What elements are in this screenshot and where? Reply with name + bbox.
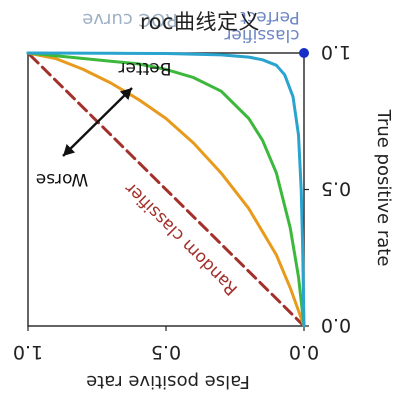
perfect-classifier-point [299, 48, 309, 58]
series-line-1 [26, 51, 306, 328]
better-arrowhead [119, 88, 132, 100]
random-classifier-label: Random classifier [121, 178, 242, 299]
y-tick-label: 0.0 [321, 314, 351, 336]
y-tick-label: 0.5 [321, 178, 351, 200]
worse-label: Worse [36, 169, 89, 189]
perfect-classifier-label-2: classifier [224, 25, 299, 45]
series-line-0 [26, 51, 306, 328]
series-line-2 [26, 51, 306, 328]
x-tick-label: 0.5 [151, 341, 181, 363]
page-title: roc曲线定义 [139, 10, 261, 34]
series-line-3 [26, 51, 306, 328]
x-tick-label: 1.0 [13, 341, 43, 363]
x-tick-label: 0.0 [289, 341, 319, 363]
x-axis-label: False positive rate [86, 371, 250, 392]
better-worse-arrow-shaft [62, 87, 133, 157]
y-axis-label: True positive rate [373, 109, 394, 267]
better-label: Better [119, 58, 172, 78]
perfect-classifier-label-1: Perfect [240, 7, 300, 27]
y-tick-label: 1.0 [321, 41, 351, 63]
worse-arrowhead [63, 144, 76, 156]
chart-title: ROC curve [82, 9, 177, 30]
